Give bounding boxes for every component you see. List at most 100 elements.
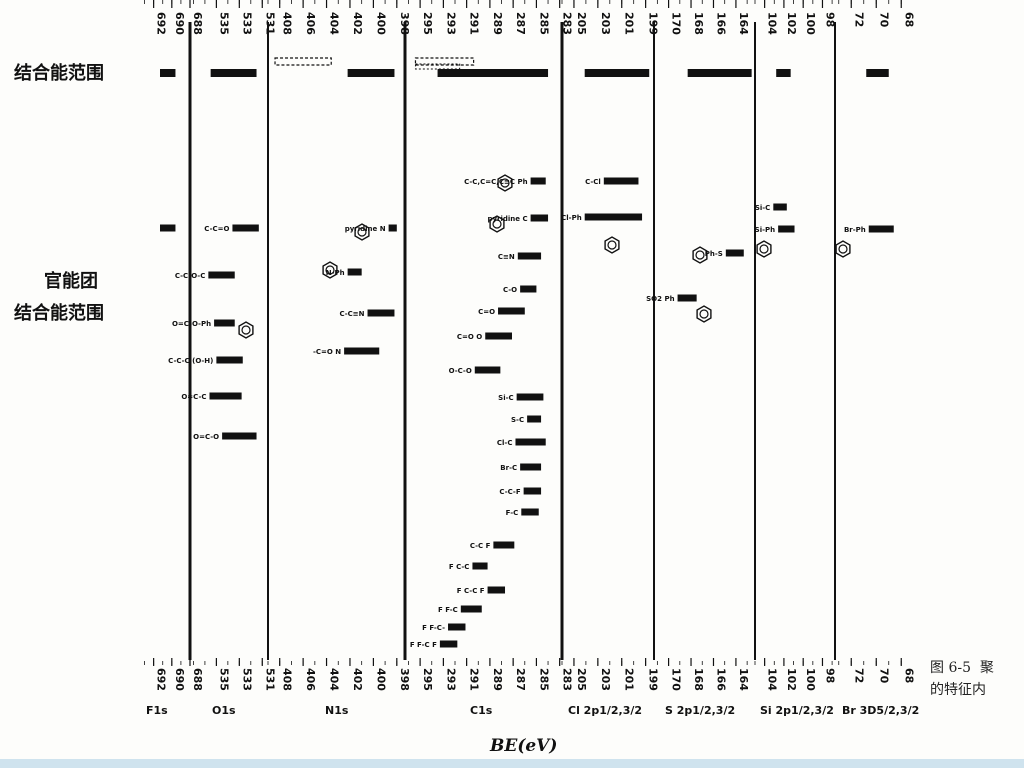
group-label: F-C — [506, 509, 519, 517]
tick-label: 408 — [281, 668, 294, 691]
tick-label: 102 — [785, 668, 798, 691]
group-bar — [222, 432, 257, 440]
tick-label: 205 — [575, 668, 588, 691]
group-bar — [530, 177, 546, 185]
group-bar — [773, 203, 787, 211]
tick-label: 406 — [304, 12, 317, 35]
group-bar — [367, 309, 395, 317]
tick-label: 199 — [647, 12, 660, 35]
group-label: C-C,C=C,C≡C Ph — [464, 178, 528, 186]
benzene-ring-icon — [322, 261, 338, 279]
group-bar — [460, 605, 482, 613]
group-bar — [485, 332, 512, 340]
group-label: Si-Ph — [755, 226, 775, 234]
tick-label: 295 — [421, 668, 434, 691]
tick-label: 98 — [823, 668, 836, 683]
benzene-ring-icon — [607, 240, 617, 250]
benzene-ring-icon — [354, 223, 370, 241]
group-label: F C-C — [449, 563, 470, 571]
tick-label: 295 — [421, 12, 434, 35]
tick-label: 168 — [692, 12, 705, 35]
group-label: C-O — [503, 286, 517, 294]
group-label: C=O O — [457, 333, 482, 341]
group-label: Cl-Ph — [561, 214, 582, 222]
benzene-ring-icon — [835, 240, 851, 258]
tick-label: 406 — [304, 668, 317, 691]
tick-label: 531 — [263, 12, 276, 35]
group-bar — [527, 415, 542, 423]
tick-label: 199 — [647, 668, 660, 691]
group-label: -C=O N — [313, 348, 341, 356]
panel-label-si2p: Si 2p1/2,3/2 — [760, 704, 834, 717]
group-label: Br-C — [500, 464, 517, 472]
tick-label: 203 — [599, 668, 612, 691]
tick-label: 289 — [491, 12, 504, 35]
dashed-range-box — [414, 57, 475, 66]
tick-label: 692 — [155, 668, 168, 691]
group-bar — [214, 319, 235, 327]
group-bar — [493, 541, 515, 549]
panel-label-f1s: F1s — [146, 704, 168, 717]
group-label: Si-C — [755, 204, 770, 212]
group-bar — [725, 249, 744, 257]
tick-label: 289 — [491, 668, 504, 691]
benzene-ring-icon — [699, 309, 709, 319]
group-bar — [515, 438, 546, 446]
group-label: F F-C- — [422, 624, 445, 632]
range-row-label: 结合能范围 — [14, 63, 104, 84]
tick-label: 72 — [852, 668, 865, 683]
tick-label: 688 — [191, 12, 204, 35]
group-label: O=C-C — [181, 393, 206, 401]
group-label: Br-Ph — [844, 226, 866, 234]
group-bar — [584, 213, 643, 221]
group-label: C-Cl — [585, 178, 601, 186]
benzene-ring-icon — [695, 250, 705, 260]
benzene-ring-icon — [489, 215, 505, 233]
tick-label: 690 — [173, 12, 186, 35]
range-bar — [160, 69, 176, 77]
group-bar — [523, 487, 542, 495]
group-label: Ph-S — [705, 250, 723, 258]
tick-label: 203 — [599, 12, 612, 35]
panel-label-cl2p: Cl 2p1/2,3/2 — [568, 704, 643, 717]
group-label: C-C=O — [204, 225, 229, 233]
group-bar — [472, 562, 488, 570]
group-label: N-Ph — [326, 269, 345, 277]
group-bar — [448, 623, 466, 631]
group-bar — [209, 392, 242, 400]
group-label: S-C — [511, 416, 524, 424]
group-bar — [498, 307, 525, 315]
panel-label-n1s: N1s — [325, 704, 349, 717]
tick-label: 400 — [374, 668, 387, 691]
group-bar — [517, 252, 542, 260]
tick-label: 164 — [737, 668, 750, 691]
group-bar — [388, 224, 397, 232]
tick-label: 692 — [155, 12, 168, 35]
group-bar — [677, 294, 697, 302]
group-label: O-C-O — [449, 367, 472, 375]
tick-label: 70 — [877, 668, 890, 684]
tick-label: 104 — [766, 668, 779, 691]
range-bar — [437, 69, 549, 77]
tick-label: 533 — [240, 668, 253, 691]
group-label: O=C-O-Ph — [172, 320, 211, 328]
group-bar — [347, 268, 362, 276]
group-label: C-C-F — [499, 488, 520, 496]
dashed-range-box — [274, 57, 332, 66]
caption-line-2: 的特征内 — [930, 682, 986, 698]
tick-label: 293 — [444, 12, 457, 35]
group-label: C-C-C (O-H) — [168, 357, 213, 365]
group-label: Si-C — [498, 394, 513, 402]
tick-label: 285 — [537, 12, 550, 35]
panel-label-c1s: C1s — [470, 704, 493, 717]
x-axis-label: BE(eV) — [490, 736, 558, 756]
tick-label: 291 — [468, 668, 481, 691]
figure-caption: 图 6-5 聚 的特征内 — [930, 657, 994, 701]
range-bar — [866, 69, 889, 77]
tick-label: 287 — [514, 668, 527, 691]
tick-label: 168 — [692, 668, 705, 691]
group-bar — [344, 347, 380, 355]
benzene-ring-icon — [492, 219, 502, 229]
group-row-label-1: 官能团 — [44, 271, 98, 292]
